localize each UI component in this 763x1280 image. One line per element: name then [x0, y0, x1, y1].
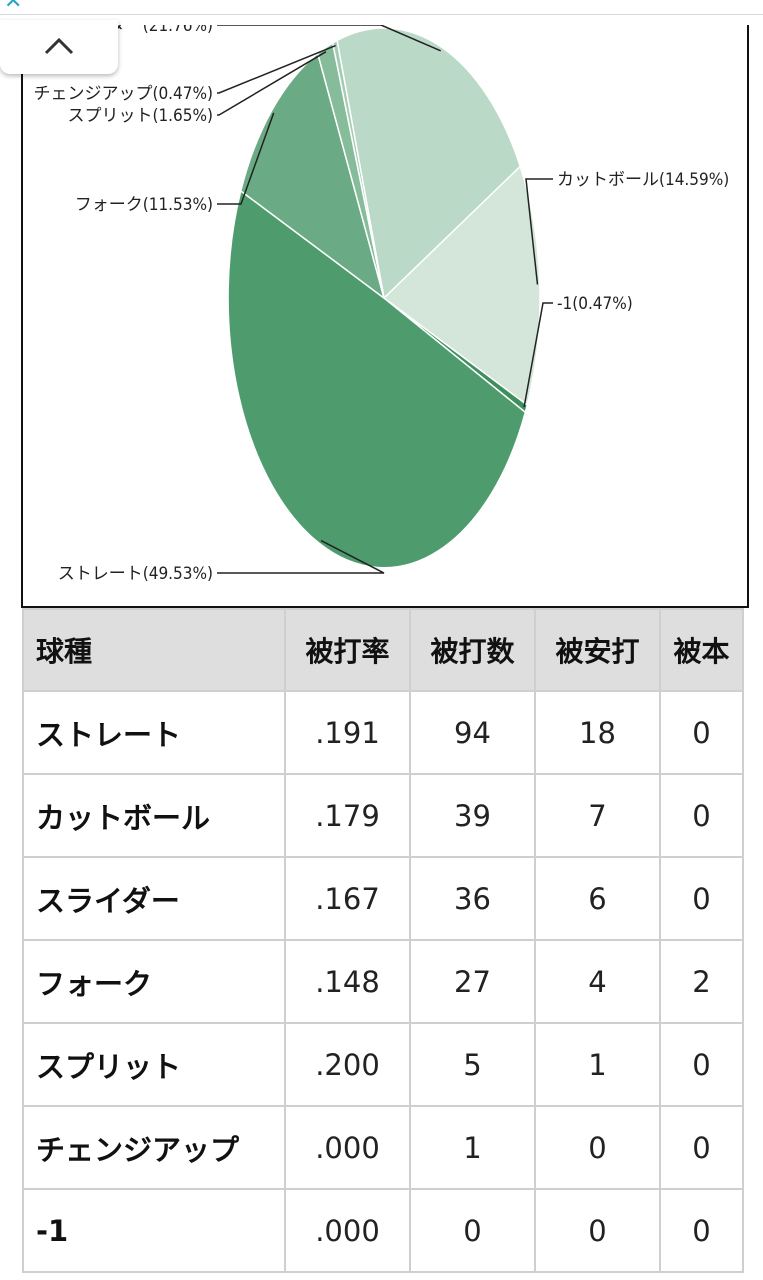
home-runs-cell: 0: [659, 773, 744, 858]
at-bats-cell: 39: [409, 773, 536, 858]
leader-line: [523, 302, 553, 408]
home-runs-cell: 0: [659, 856, 744, 941]
slice-label: チェンジアップ(0.47%): [33, 84, 213, 104]
table-row: ストレート .191 94 18 0: [22, 690, 744, 775]
pitch-type-cell: チェンジアップ: [22, 1105, 286, 1190]
leader-line: [217, 539, 385, 574]
slice-label: カットボール(14.59%): [557, 170, 729, 190]
pie-chart: スライダー(21.76%) カットボール(14.59%) -1(0.47%) ストレー…: [21, 25, 749, 608]
header-hits: 被安打: [534, 608, 661, 692]
slice-label: フォーク(11.53%): [75, 195, 213, 215]
header-at-bats: 被打数: [409, 608, 536, 692]
hits-cell: 6: [534, 856, 661, 941]
pitch-type-cell: スライダー: [22, 856, 286, 941]
pitch-type-cell: カットボール: [22, 773, 286, 858]
batting-avg-cell: .200: [284, 1022, 411, 1107]
header-home-runs: 被本: [659, 608, 744, 692]
pie-slice: [331, 39, 385, 299]
at-bats-cell: 27: [409, 939, 536, 1024]
table-row: フォーク .148 27 4 2: [22, 939, 744, 1024]
at-bats-cell: 94: [409, 690, 536, 775]
at-bats-cell: 36: [409, 856, 536, 941]
batting-avg-cell: .148: [284, 939, 411, 1024]
slice-label: スライダー(21.76%): [58, 25, 213, 36]
slice-label: スプリット(1.65%): [67, 106, 213, 126]
pitch-type-cell: スプリット: [22, 1022, 286, 1107]
at-bats-cell: 1: [409, 1105, 536, 1190]
batting-avg-cell: .191: [284, 690, 411, 775]
hits-cell: 0: [534, 1188, 661, 1273]
slice-label: ストレート(49.53%): [58, 564, 213, 584]
close-icon[interactable]: ✕: [4, 0, 23, 14]
table-row: チェンジアップ .000 1 0 0: [22, 1105, 744, 1190]
chevron-up-icon: [44, 37, 74, 55]
hits-cell: 0: [534, 1105, 661, 1190]
top-bar: ✕: [0, 0, 763, 15]
batting-avg-cell: .000: [284, 1105, 411, 1190]
table-header-row: 球種 被打率 被打数 被安打 被本: [22, 608, 744, 692]
home-runs-cell: 0: [659, 1188, 744, 1273]
table-row: スプリット .200 5 1 0: [22, 1022, 744, 1107]
batting-avg-cell: .000: [284, 1188, 411, 1273]
hits-cell: 4: [534, 939, 661, 1024]
pie-chart-svg: スライダー(21.76%) カットボール(14.59%) -1(0.47%) ストレー…: [33, 25, 729, 584]
table-row: スライダー .167 36 6 0: [22, 856, 744, 941]
leader-line: [525, 178, 553, 285]
batting-avg-cell: .167: [284, 856, 411, 941]
header-batting-avg: 被打率: [284, 608, 411, 692]
leader-line: [217, 44, 336, 94]
pitch-stats-table: 球種 被打率 被打数 被安打 被本 ストレート .191 94 18 0 カット…: [22, 608, 744, 1273]
hits-cell: 1: [534, 1022, 661, 1107]
header-pitch-type: 球種: [22, 608, 286, 692]
pitch-type-cell: -1: [22, 1188, 286, 1273]
pie-slice: [336, 27, 522, 300]
leader-line: [217, 25, 441, 52]
home-runs-cell: 2: [659, 939, 744, 1024]
at-bats-cell: 0: [409, 1188, 536, 1273]
home-runs-cell: 0: [659, 690, 744, 775]
table-row: カットボール .179 39 7 0: [22, 773, 744, 858]
pitch-type-cell: ストレート: [22, 690, 286, 775]
pie-slice: [227, 189, 527, 569]
home-runs-cell: 0: [659, 1105, 744, 1190]
pitch-type-cell: フォーク: [22, 939, 286, 1024]
slice-label: -1(0.47%): [557, 294, 633, 314]
home-runs-cell: 0: [659, 1022, 744, 1107]
collapse-button[interactable]: [0, 20, 118, 74]
leader-line: [217, 51, 327, 116]
leader-line: [217, 112, 275, 205]
batting-avg-cell: .179: [284, 773, 411, 858]
hits-cell: 18: [534, 690, 661, 775]
hits-cell: 7: [534, 773, 661, 858]
table-row: -1 .000 0 0 0: [22, 1188, 744, 1273]
at-bats-cell: 5: [409, 1022, 536, 1107]
